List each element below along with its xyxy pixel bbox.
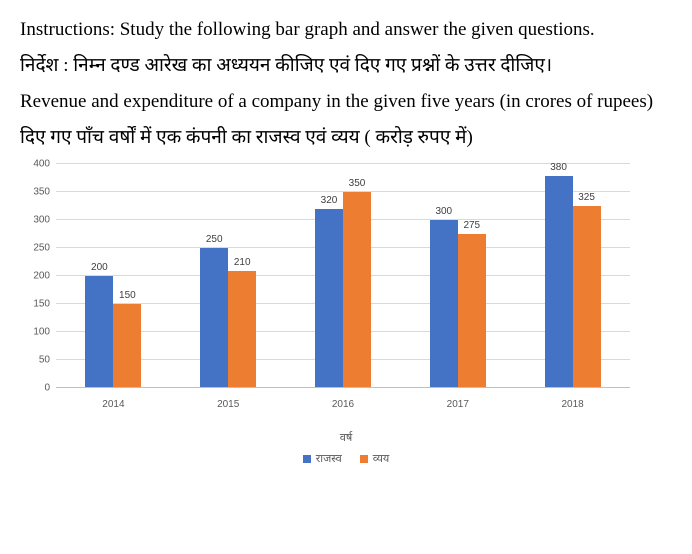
y-tick: 350: [33, 187, 50, 198]
x-axis-title: वर्ष: [20, 430, 672, 445]
legend-label: राजस्व: [316, 451, 342, 466]
instructions-block: Instructions: Study the following bar gr…: [20, 12, 672, 156]
bar: 350: [343, 192, 371, 388]
bar-value-label: 325: [578, 192, 595, 203]
bar-groups: 200150250210320350300275380325: [56, 164, 630, 388]
bar-value-label: 210: [234, 257, 251, 268]
y-axis: 050100150200250300350400: [20, 164, 54, 388]
bar: 300: [430, 220, 458, 388]
x-axis-labels: 2014 2015 2016 2017 2018: [56, 399, 630, 410]
instruction-line-1: Instructions: Study the following bar gr…: [20, 12, 672, 48]
legend-item: राजस्व: [303, 451, 342, 466]
instruction-line-2: निर्देश : निम्न दण्ड आरेख का अध्ययन कीजि…: [20, 48, 672, 84]
bar: 200: [85, 276, 113, 388]
legend-item: व्यय: [360, 451, 390, 466]
y-tick: 50: [39, 355, 50, 366]
bar-group: 320350: [302, 192, 384, 388]
bar-group: 200150: [72, 276, 154, 388]
baseline: [56, 387, 630, 388]
legend-swatch: [360, 455, 368, 463]
bar-value-label: 200: [91, 262, 108, 273]
instruction-line-3: Revenue and expenditure of a company in …: [20, 84, 672, 120]
bar-value-label: 320: [321, 195, 338, 206]
y-tick: 300: [33, 215, 50, 226]
y-tick: 150: [33, 299, 50, 310]
y-tick: 400: [33, 159, 50, 170]
bar: 150: [113, 304, 141, 388]
legend: राजस्व व्यय: [20, 451, 672, 466]
x-tick-label: 2016: [302, 399, 384, 410]
bar-value-label: 150: [119, 290, 136, 301]
bar-group: 300275: [417, 220, 499, 388]
y-tick: 100: [33, 327, 50, 338]
bar: 380: [545, 176, 573, 389]
bar-group: 380325: [532, 176, 614, 389]
instruction-line-4: दिए गए पाँच वर्षों में एक कंपनी का राजस्…: [20, 120, 672, 156]
x-tick-label: 2014: [72, 399, 154, 410]
bar: 250: [200, 248, 228, 388]
y-tick: 250: [33, 243, 50, 254]
bar: 320: [315, 209, 343, 388]
y-tick: 0: [44, 383, 50, 394]
x-tick-label: 2018: [532, 399, 614, 410]
bar: 210: [228, 271, 256, 389]
bar-value-label: 250: [206, 234, 223, 245]
y-tick: 200: [33, 271, 50, 282]
legend-swatch: [303, 455, 311, 463]
x-tick-label: 2015: [187, 399, 269, 410]
bar: 325: [573, 206, 601, 388]
bar: 275: [458, 234, 486, 388]
bar-value-label: 380: [550, 162, 567, 173]
x-tick-label: 2017: [417, 399, 499, 410]
plot-area: 200150250210320350300275380325: [56, 164, 630, 388]
bar-value-label: 275: [463, 220, 480, 231]
legend-label: व्यय: [373, 451, 390, 466]
bar-value-label: 300: [435, 206, 452, 217]
bar-value-label: 350: [349, 178, 366, 189]
bar-group: 250210: [187, 248, 269, 388]
bar-chart: 050100150200250300350400 200150250210320…: [20, 164, 640, 424]
